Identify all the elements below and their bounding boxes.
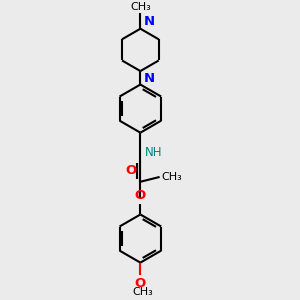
Text: N: N xyxy=(143,15,155,28)
Text: O: O xyxy=(125,164,136,177)
Text: NH: NH xyxy=(145,146,163,159)
Text: CH₃: CH₃ xyxy=(133,287,153,297)
Text: O: O xyxy=(135,189,146,202)
Text: N: N xyxy=(143,72,155,85)
Text: O: O xyxy=(135,277,146,290)
Text: CH₃: CH₃ xyxy=(130,2,151,12)
Text: CH₃: CH₃ xyxy=(162,172,182,182)
